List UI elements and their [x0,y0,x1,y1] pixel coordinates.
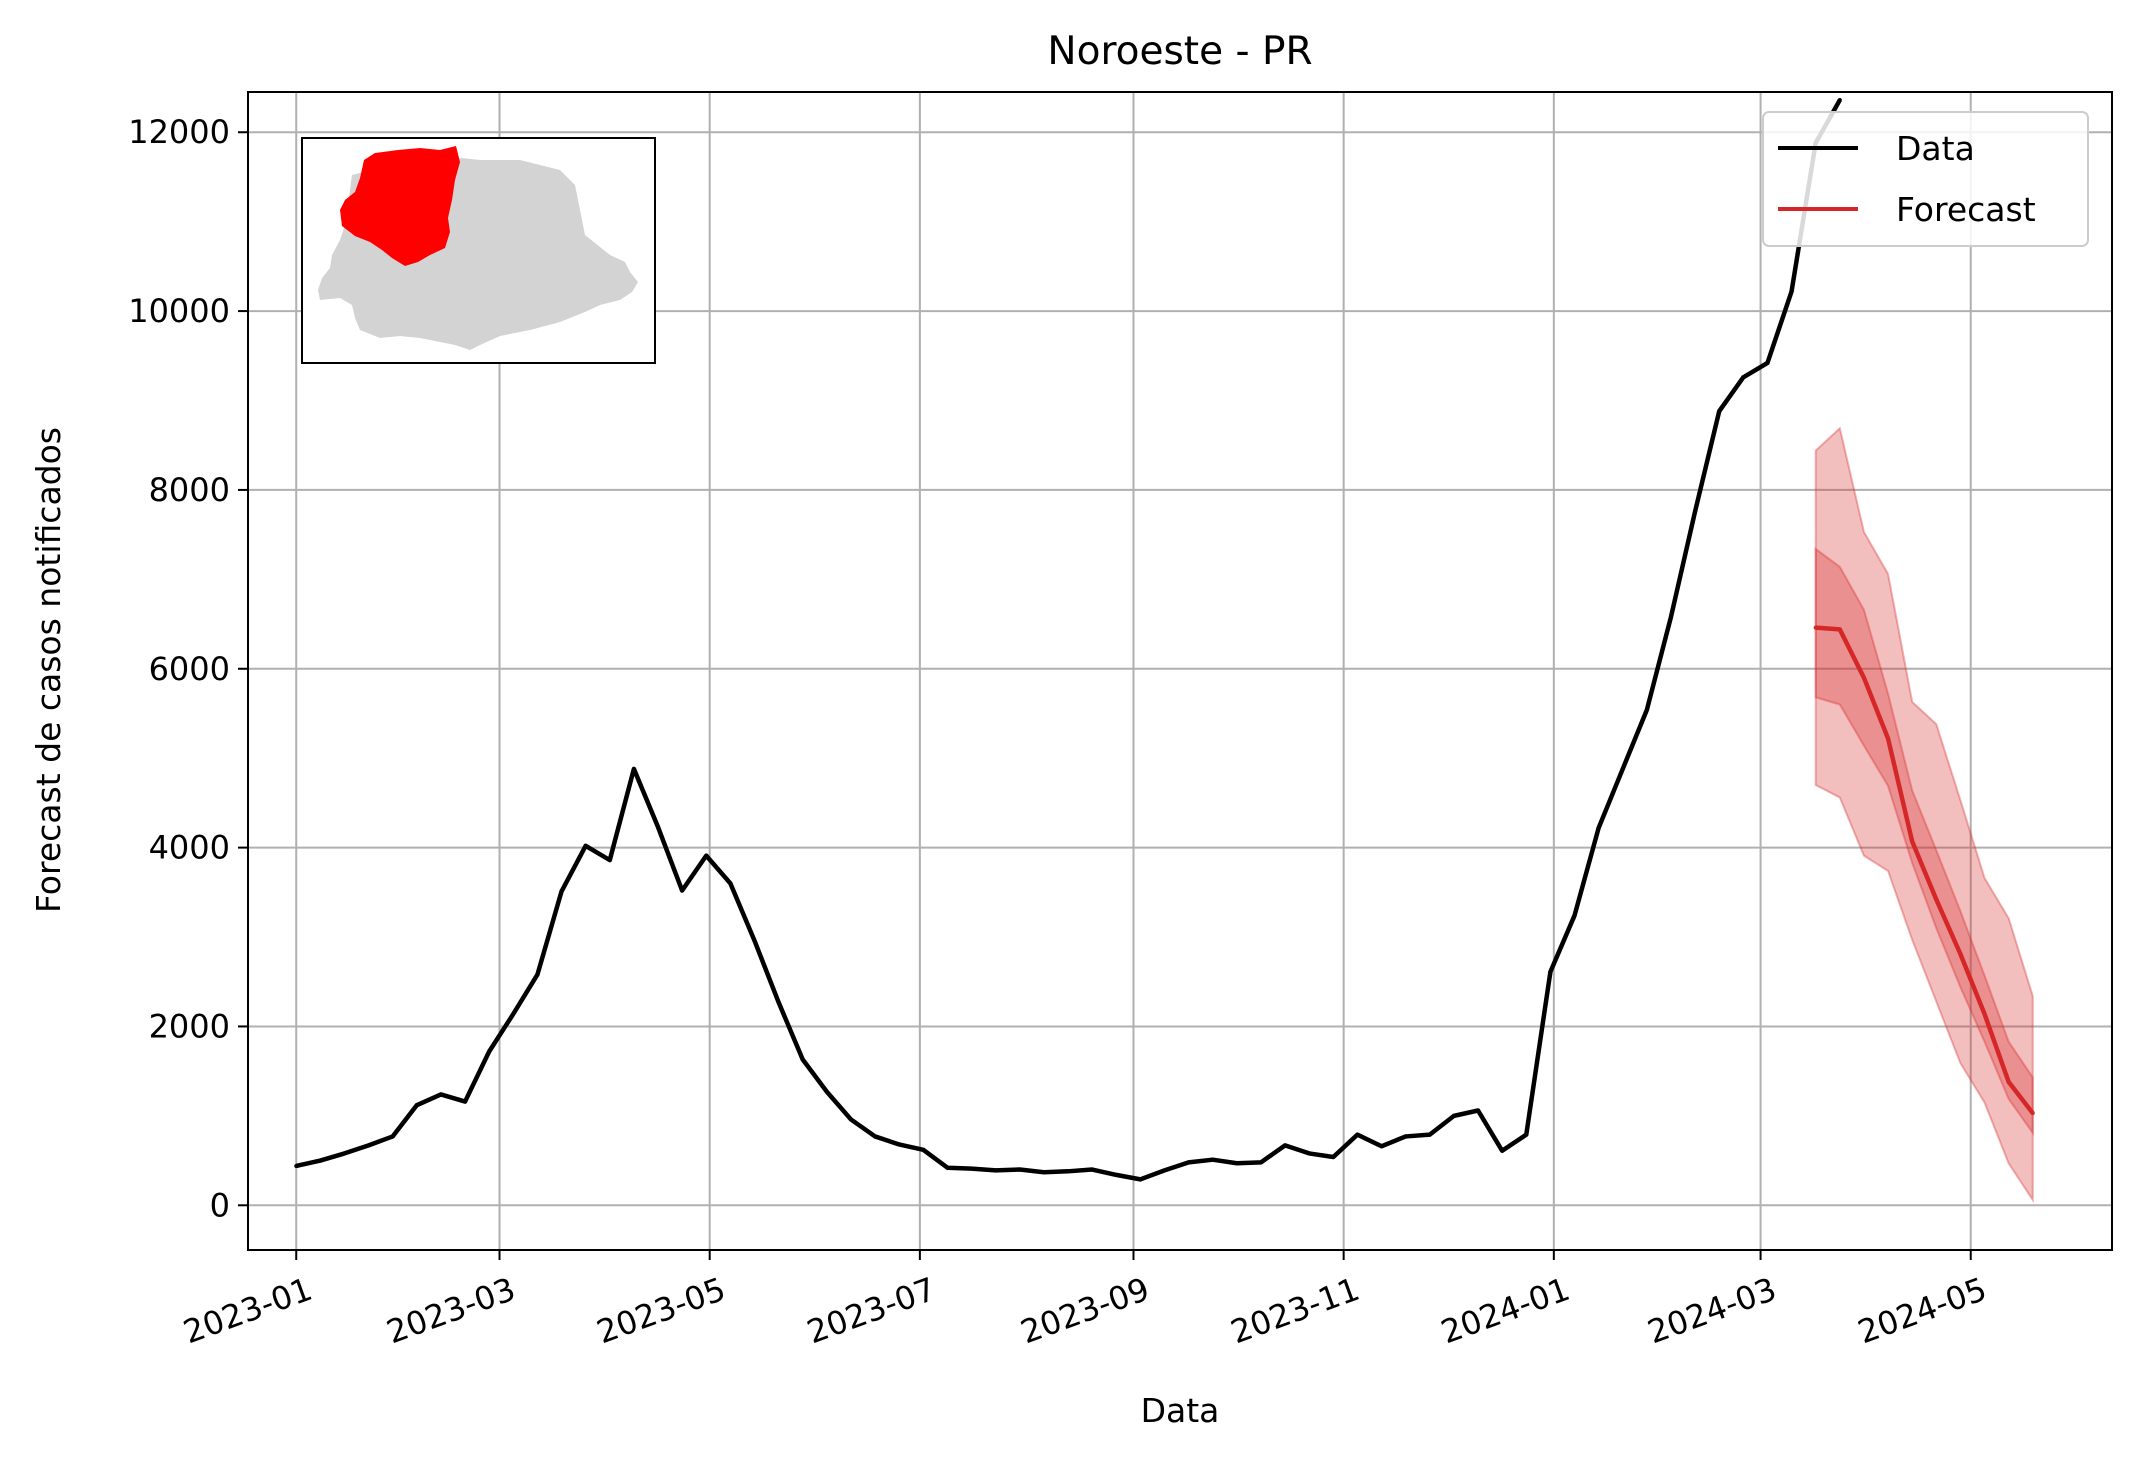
data-point-data [1162,1168,1167,1173]
data-point-data [1210,1157,1215,1162]
data-point-data [631,766,636,771]
data-point-data [607,858,612,863]
data-point-forecast [1813,625,1818,630]
data-point-data [656,825,661,830]
data-point-data [969,1166,974,1171]
data-point-data [535,972,540,977]
data-point-data [1017,1167,1022,1172]
data-point-data [1379,1144,1384,1149]
data-point-forecast [1861,675,1866,680]
data-point-data [1066,1169,1071,1174]
data-point-data [1451,1113,1456,1118]
data-point-data [873,1134,878,1139]
y-tick-label: 4000 [149,829,230,867]
data-point-data [1186,1160,1191,1165]
data-point-data [294,1163,299,1168]
data-point-data [390,1134,395,1139]
data-point-data [1596,825,1601,830]
data-point-forecast [1982,1011,1987,1016]
y-tick-label: 2000 [149,1007,230,1045]
data-point-data [1668,614,1673,619]
data-point-forecast [2006,1079,2011,1084]
data-point-data [1090,1167,1095,1172]
data-point-data [559,889,564,894]
data-point-forecast [1910,839,1915,844]
data-point-data [1717,409,1722,414]
y-tick-label: 0 [210,1186,230,1224]
data-point-data [583,843,588,848]
data-point-data [1283,1143,1288,1148]
data-point-data [848,1117,853,1122]
y-axis-label: Forecast de casos notificados [29,427,68,913]
data-point-data [1524,1132,1529,1137]
data-point-data [897,1142,902,1147]
data-point-data [318,1158,323,1163]
data-point-data [463,1099,468,1104]
y-tick-label: 8000 [149,471,230,509]
y-tick-label: 10000 [128,292,230,330]
data-point-forecast [1934,897,1939,902]
data-point-data [1620,766,1625,771]
data-point-data [1548,969,1553,974]
data-point-forecast [1958,952,1963,957]
data-points [294,98,2035,1182]
data-point-data [776,1000,781,1005]
data-point-data [1355,1132,1360,1137]
data-point-data [1693,509,1698,514]
data-point-data [1500,1148,1505,1153]
data-point-data [1427,1132,1432,1137]
data-point-data [680,888,685,893]
data-point-data [728,881,733,886]
data-point-data [1331,1155,1336,1160]
data-point-forecast [1886,736,1891,741]
data-point-data [1741,375,1746,380]
chart-title: Noroeste - PR [1047,29,1312,74]
legend-box [1762,111,2089,247]
data-point-data [1307,1151,1312,1156]
data-point-data [1138,1177,1143,1182]
data-point-data [1258,1160,1263,1165]
legend-label-data: Data [1896,129,1975,168]
data-point-data [1234,1161,1239,1166]
plot-frame [247,91,2113,1251]
state-highlight-region [340,146,460,266]
data-point-data [414,1103,419,1108]
data-point-data [1789,289,1794,294]
data-point-data [511,1011,516,1016]
data-point-data [1476,1108,1481,1113]
data-point-data [921,1147,926,1152]
forecast-outer-interval [1814,426,2034,1204]
data-point-data [1403,1134,1408,1139]
data-point-data [704,853,709,858]
data-point-data [1765,360,1770,365]
data-point-data [945,1165,950,1170]
data-point-data [1572,913,1577,918]
data-point-forecast [1837,627,1842,632]
data-point-data [366,1143,371,1148]
data-point-data [1041,1170,1046,1175]
legend: Data Forecast [1762,111,2089,247]
data-point-data [800,1057,805,1062]
legend-label-forecast: Forecast [1896,190,2036,229]
data-point-data [342,1151,347,1156]
data-point-data [1644,707,1649,712]
data-point-forecast [2030,1111,2035,1116]
data-point-data [438,1092,443,1097]
data-point-data [1114,1172,1119,1177]
x-axis-label: Data [1141,1391,1220,1430]
data-point-data [1837,98,1842,103]
inset-map [301,137,656,364]
data-point-data [752,938,757,943]
y-tick-label: 12000 [128,113,230,151]
y-axis-ticks: 0 2000 4000 6000 8000 10000 12000 [128,113,248,1224]
y-tick-label: 6000 [149,650,230,688]
data-point-data [993,1168,998,1173]
data-point-data [487,1049,492,1054]
data-point-data [824,1089,829,1094]
series-line-forecast [1815,625,2035,1115]
